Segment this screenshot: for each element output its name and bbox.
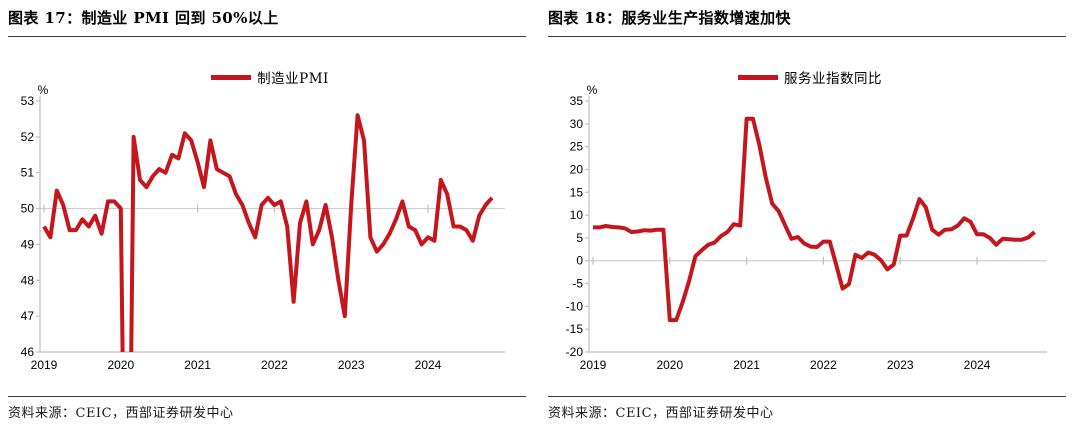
source-divider — [8, 396, 526, 397]
manufacturing-pmi-chart: 46 47 48 49 50 51 52 53% 2019 2020 2021 2022 2023 202… — [21, 85, 505, 372]
x-tick-label: 2023 — [887, 358, 914, 372]
x-tick-label: 2021 — [733, 358, 760, 372]
y-tick-label: -15 — [566, 322, 584, 336]
data-series-line — [593, 116, 1036, 323]
y-tick-label: 50 — [21, 202, 35, 216]
x-tick-label: 2024 — [415, 358, 442, 372]
y-tick-label: 15 — [570, 185, 584, 199]
figure-17-panel: 图表 17：制造业 PMI 回到 50%以上 制造业PMI 46 47 48 49 50… — [0, 9, 540, 421]
y-tick-label: 30 — [570, 117, 584, 131]
title-divider — [8, 36, 526, 37]
y-tick-label: 5 — [576, 231, 583, 245]
legend-line-swatch — [738, 74, 778, 80]
y-tick-label: 49 — [21, 237, 35, 251]
y-axis-unit-label: % — [587, 85, 598, 97]
x-tick-label: 2023 — [338, 358, 365, 372]
y-tick-label: 20 — [570, 162, 584, 176]
title-divider — [548, 36, 1066, 37]
x-tick-label: 2019 — [31, 358, 58, 372]
figure-17-title: 图表 17：制造业 PMI 回到 50%以上 — [8, 9, 279, 27]
figure-18-legend: 服务业指数同比 — [540, 67, 1080, 87]
legend-line-swatch — [211, 74, 252, 80]
x-tick-label: 2020 — [107, 358, 134, 372]
y-tick-label: -5 — [572, 277, 583, 291]
legend-label: 制造业PMI — [257, 71, 329, 87]
y-tick-label: 47 — [21, 309, 35, 323]
y-tick-label: -20 — [566, 345, 584, 359]
x-tick-label: 2019 — [580, 358, 607, 372]
data-series-line — [42, 113, 494, 352]
y-tick-label: 46 — [21, 345, 35, 359]
y-tick-label: -10 — [566, 299, 584, 313]
y-tick-label: 53 — [21, 94, 35, 108]
x-tick-label: 2020 — [656, 358, 683, 372]
y-tick-label: 51 — [21, 166, 35, 180]
x-tick-label: 2022 — [810, 358, 837, 372]
x-tick-label: 2024 — [964, 358, 991, 372]
y-tick-label: 25 — [570, 140, 584, 154]
figure-17-legend: 制造业PMI — [0, 67, 540, 87]
figure-18-panel: 图表 18：服务业生产指数增速加快 服务业指数同比 -20 -15 -10 -5 0 5 1… — [540, 0, 1080, 427]
services-production-index-chart: -20 -15 -10 -5 0 5 10 15 20 25 30 35% 2019 2020 2021 20… — [566, 85, 1047, 372]
x-tick-label: 2022 — [261, 358, 288, 372]
figure-18-source: 资料来源：CEIC，西部证券研发中心 — [548, 406, 774, 421]
source-divider — [548, 396, 1066, 397]
x-tick-label: 2021 — [184, 358, 211, 372]
figure-17-source: 资料来源：CEIC，西部证券研发中心 — [8, 406, 234, 421]
y-tick-label: 48 — [21, 273, 35, 287]
figure-18-title: 图表 18：服务业生产指数增速加快 — [548, 9, 791, 27]
y-tick-label: 52 — [21, 130, 35, 144]
y-tick-label: 0 — [576, 254, 583, 268]
legend-label: 服务业指数同比 — [784, 71, 882, 87]
y-tick-label: 35 — [570, 94, 584, 108]
y-axis-unit-label: % — [38, 85, 49, 97]
y-tick-label: 10 — [570, 208, 584, 222]
